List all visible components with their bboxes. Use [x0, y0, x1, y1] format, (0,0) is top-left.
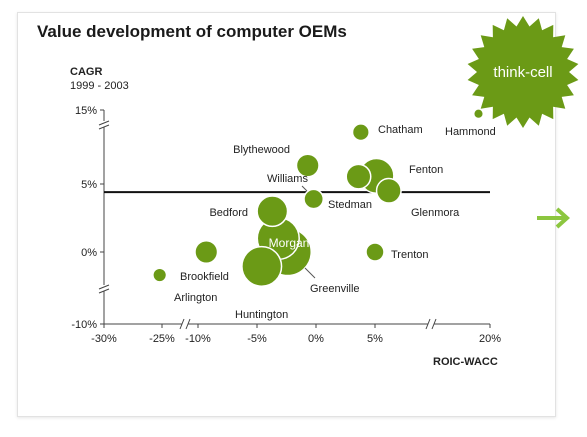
- bubble-brookfield: [194, 239, 219, 265]
- leader-line: [301, 185, 308, 192]
- y-tick-label: 0%: [81, 247, 97, 259]
- seal-shape: [467, 16, 579, 128]
- bubble-arlington: [152, 267, 168, 283]
- bubble-label-blythewood: Blythewood: [233, 144, 290, 156]
- arrow-head: [555, 207, 570, 229]
- y-axis-sublabel: 1999 - 2003: [70, 80, 129, 92]
- x-tick-label: -10%: [185, 333, 211, 345]
- x-tick-label: 0%: [308, 333, 324, 345]
- bubble-label-chatham: Chatham: [378, 124, 423, 136]
- bubble-huntington: [241, 245, 283, 287]
- bubble-hammond: [472, 108, 485, 120]
- bubble-label-hammond: Hammond: [445, 126, 496, 138]
- axis-break-mark: [98, 288, 110, 294]
- y-tick-label: -10%: [71, 319, 97, 331]
- x-tick-label: 5%: [367, 333, 383, 345]
- bubble-glenmora: [375, 177, 402, 204]
- axis-break-mask: [428, 319, 434, 329]
- x-tick-label: -30%: [91, 333, 117, 345]
- bubble-label-huntington: Huntington: [235, 309, 288, 321]
- bubble-chatham: [351, 123, 370, 142]
- bubble-label-greenville: Greenville: [310, 283, 360, 295]
- bubble-label-fenton: Fenton: [409, 164, 443, 176]
- x-tick-label: 20%: [479, 333, 501, 345]
- axis-break-mask: [182, 319, 188, 329]
- x-tick-label: -25%: [149, 333, 175, 345]
- chart-title: Value development of computer OEMs: [37, 22, 347, 41]
- bubble-label-bedford: Bedford: [209, 207, 248, 219]
- axis-break-mark: [425, 318, 431, 330]
- axis-break-mark: [98, 120, 110, 126]
- bubble-label-arlington: Arlington: [174, 292, 217, 304]
- axis-break-mark: [98, 124, 110, 130]
- x-tick-label: -5%: [247, 333, 267, 345]
- axis-break-mark: [179, 318, 185, 330]
- y-tick-label: 15%: [75, 105, 97, 117]
- bubble-williams: [345, 163, 372, 190]
- bubble-trenton: [365, 242, 385, 262]
- axis-break-mark: [98, 284, 110, 290]
- x-axis-label: ROIC-WACC: [433, 356, 498, 368]
- axis-break-mask: [99, 285, 109, 291]
- bubble-label-stedman: Stedman: [328, 199, 372, 211]
- axis-break-mark: [431, 318, 437, 330]
- seal-text: think-cell: [493, 64, 552, 81]
- leader-line: [304, 267, 316, 279]
- arrow-right-icon[interactable]: [535, 206, 575, 230]
- bubble-label-brookfield: Brookfield: [180, 271, 229, 283]
- bubble-label-trenton: Trenton: [391, 249, 429, 261]
- bubble-bedford: [256, 195, 289, 228]
- bubble-label-williams: Williams: [267, 173, 308, 185]
- axis-break-mask: [99, 121, 109, 127]
- bubble-stedman: [303, 188, 325, 210]
- bubble-label-morgan: Morgan: [269, 236, 310, 250]
- starburst-seal-icon: think-cell: [467, 16, 579, 128]
- bubble-label-glenmora: Glenmora: [411, 207, 460, 219]
- axis-break-mark: [185, 318, 191, 330]
- y-axis-label: CAGR: [70, 66, 103, 78]
- bubble-blythewood: [295, 153, 320, 178]
- y-tick-label: 5%: [81, 179, 97, 191]
